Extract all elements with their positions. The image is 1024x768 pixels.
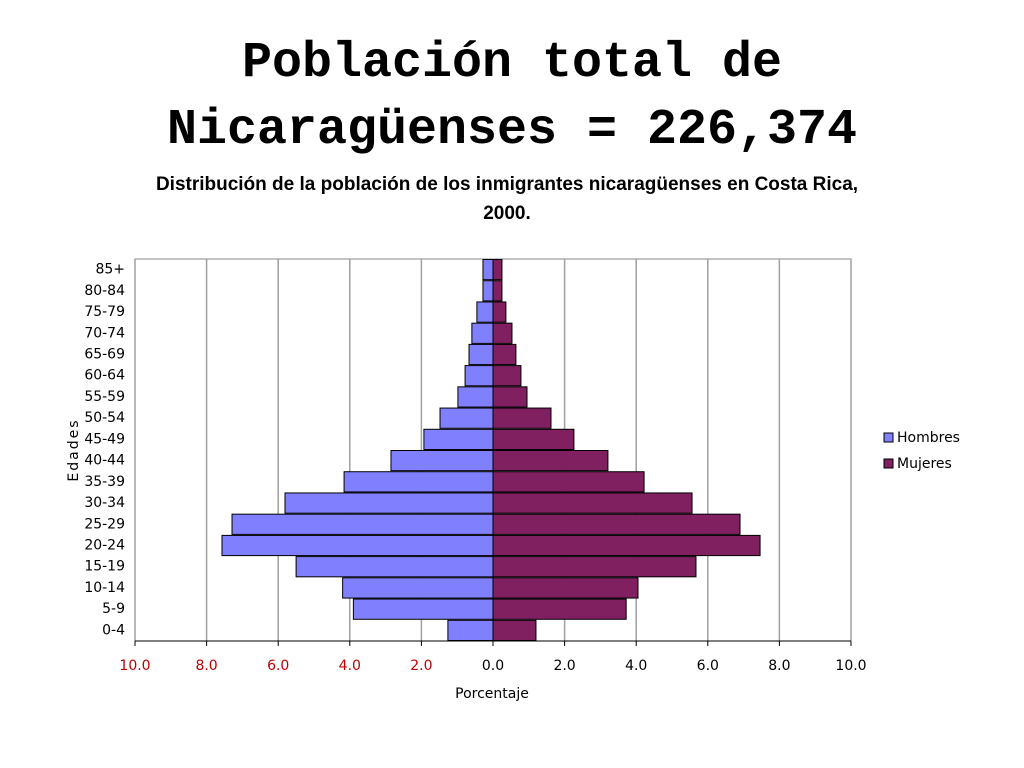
y-tick-label: 75-79 [84,304,125,320]
bar [492,619,537,641]
y-tick-label: 25-29 [84,516,125,532]
x-tick-label: 2.0 [410,658,432,674]
bar [492,513,741,535]
x-tick-label: 10.0 [119,658,150,674]
bar [457,386,494,408]
bar [352,598,494,620]
y-tick-label: 55-59 [84,389,125,405]
bar [492,407,552,429]
x-tick-label: 6.0 [267,658,289,674]
bar [447,619,494,641]
bar [464,365,494,387]
y-tick-label: 45-49 [84,431,125,447]
y-tick-label: 30-34 [84,495,125,511]
x-tick-label: 0.0 [482,658,504,674]
y-tick-label: 20-24 [84,538,125,554]
legend-swatch [883,432,894,443]
y-tick-label: 65-69 [84,347,125,363]
y-tick-label: 50-54 [84,410,125,426]
bar [492,365,522,387]
bar [492,556,697,578]
x-tick-label: 2.0 [553,658,575,674]
legend-label: Hombres [897,430,960,446]
bar [295,556,494,578]
x-tick-label: 4.0 [339,658,361,674]
bar [468,343,494,366]
bar [471,322,494,344]
y-tick-label: 85+ [95,262,125,278]
legend-swatch [883,458,894,469]
y-tick-label: 35-39 [84,474,125,490]
bar [492,471,645,493]
x-tick-label: 10.0 [835,658,866,674]
x-tick-label: 4.0 [625,658,647,674]
bar [492,428,575,450]
title-line: Nicaragüenses = 226,374 [167,102,857,159]
bar [221,534,494,557]
bar [423,428,494,450]
title-line: Población total de [242,35,782,92]
subtitle-line: 2000. [483,203,531,224]
bar [476,301,494,323]
bar [492,534,761,557]
y-tick-label: 5-9 [102,601,125,617]
y-tick-label: 0-4 [102,622,125,638]
bar [492,492,693,514]
y-tick-label: 10-14 [84,580,125,596]
bar [492,259,503,281]
bar [482,259,494,281]
bar [492,343,517,366]
y-tick-label: 15-19 [84,559,125,575]
x-tick-label: 8.0 [195,658,217,674]
legend-label: Mujeres [897,456,952,472]
y-tick-label: 70-74 [84,325,125,341]
bar [492,450,609,472]
bar [231,513,494,535]
bar [284,492,494,514]
x-tick-label: 8.0 [768,658,790,674]
bar [492,322,513,344]
bar [492,386,528,408]
subtitle-line: Distribución de la población de los inmi… [156,174,858,195]
bar [342,577,494,599]
bar [439,407,494,429]
y-axis-label: Edades [66,418,82,481]
y-tick-label: 80-84 [84,283,125,299]
bar [390,450,494,472]
bar [492,577,639,599]
x-axis-label: Porcentaje [455,686,529,702]
y-tick-label: 40-44 [84,453,125,469]
bar [492,598,627,620]
y-tick-label: 60-64 [84,368,125,384]
x-tick-label: 6.0 [697,658,719,674]
bar [482,280,494,302]
bar [492,301,507,323]
bar [492,280,503,302]
bar [343,471,494,493]
